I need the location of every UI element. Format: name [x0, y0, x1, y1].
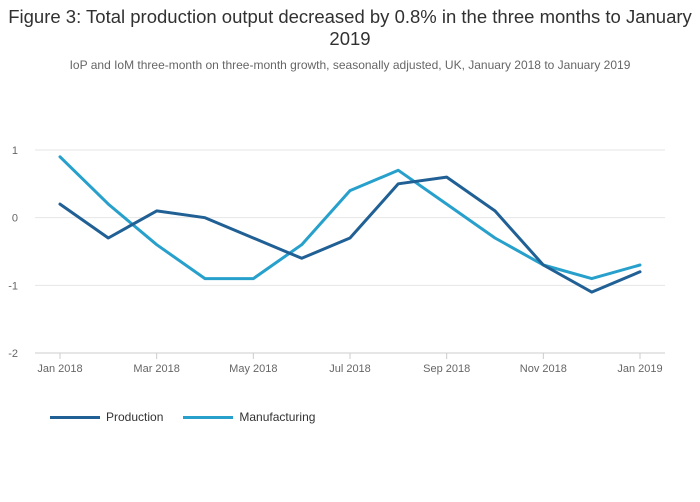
x-tick-label: May 2018	[229, 363, 277, 375]
legend-swatch-manufacturing	[183, 415, 234, 419]
y-axis: 1 0 -1 -2	[8, 145, 18, 360]
y-tick-label: -2	[8, 348, 18, 360]
chart-subtitle: IoP and IoM three-month on three-month g…	[69, 58, 631, 72]
legend-label-manufacturing: Manufacturing	[239, 410, 316, 424]
series-line-production[interactable]	[58, 175, 642, 294]
series-lines	[58, 155, 642, 294]
x-axis	[35, 352, 665, 359]
x-tick-label: Jan 2018	[37, 363, 82, 375]
x-tick-label: Mar 2018	[133, 363, 179, 375]
y-tick-label: -1	[8, 280, 18, 292]
chart-title: Figure 3: Total production output decrea…	[8, 6, 692, 49]
legend: Production Manufacturing	[50, 409, 335, 425]
gridlines	[35, 149, 665, 286]
legend-item-production[interactable]: Production	[50, 410, 163, 424]
x-tick-label: Nov 2018	[520, 363, 567, 375]
x-tick-label: Sep 2018	[423, 363, 470, 375]
y-tick-label: 1	[12, 145, 18, 157]
x-tick-labels: Jan 2018 Mar 2018 May 2018 Jul 2018 Sep 2018…	[37, 363, 662, 375]
legend-swatch-production	[50, 415, 100, 419]
legend-label-production: Production	[106, 410, 164, 424]
y-tick-label: 0	[12, 213, 18, 225]
x-tick-label: Jan 2019	[617, 363, 662, 375]
legend-item-manufacturing[interactable]: Manufacturing	[183, 410, 315, 424]
x-tick-label: Jul 2018	[329, 363, 371, 375]
